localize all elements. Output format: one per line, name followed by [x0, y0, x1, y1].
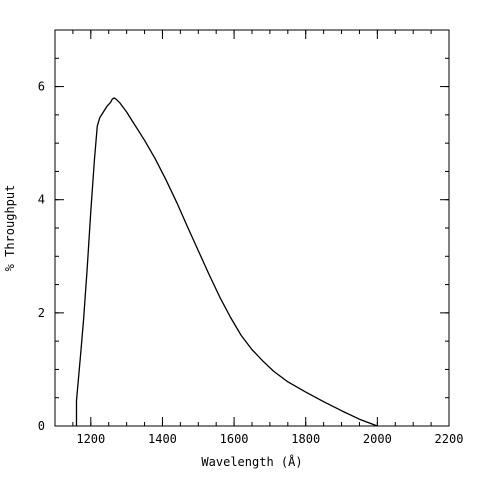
throughput-curve	[75, 97, 378, 427]
y-axis-label: % Throughput	[3, 185, 17, 272]
y-tick-label: 0	[38, 419, 45, 433]
plot-frame	[54, 29, 450, 427]
x-tick-label: 1600	[220, 432, 249, 446]
x-tick-label: 2200	[435, 432, 464, 446]
y-tick-label: 6	[38, 80, 45, 94]
x-axis-label: Wavelength (Å)	[201, 454, 302, 469]
x-tick-label: 1200	[76, 432, 105, 446]
x-tick-label: 2000	[363, 432, 392, 446]
axis-tick-labels: 1200 1400 1600 1800 2000 2200 0 2 4 6	[38, 80, 464, 446]
axis-ticks	[54, 29, 450, 427]
y-tick-label: 2	[38, 306, 45, 320]
y-tick-label: 4	[38, 193, 45, 207]
x-tick-label: 1800	[291, 432, 320, 446]
x-tick-label: 1400	[148, 432, 177, 446]
